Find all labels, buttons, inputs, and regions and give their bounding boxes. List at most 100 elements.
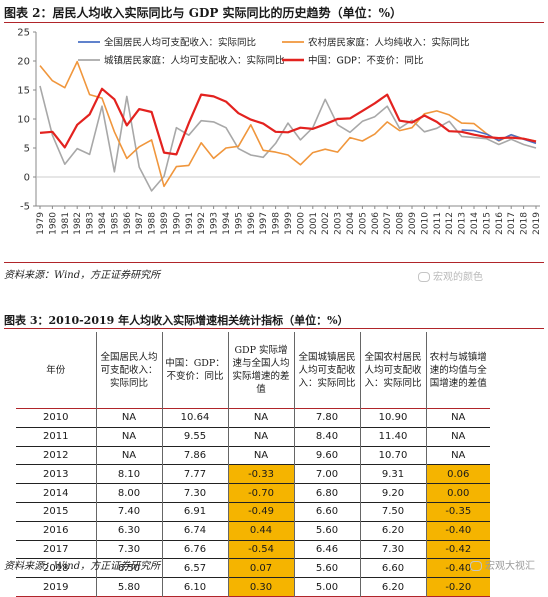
x-tick-label: 1993 [210,212,220,235]
x-tick-label: 1992 [197,212,207,235]
legend-box [72,34,472,74]
cell-gdp: 6.10 [162,577,229,597]
x-tick-label: 2008 [396,212,406,235]
cell-national: NA [96,408,163,428]
cell-urban: 9.60 [294,446,361,465]
x-tick-label: 1987 [135,212,145,235]
cell-national: 8.10 [96,464,163,484]
chart-series [39,60,537,192]
cell-year: 2012 [16,446,97,465]
x-tick-label: 1991 [185,212,195,235]
cell-rural: 6.60 [360,558,427,578]
header-gdp-gap: GDP 实际增速与全国人均实际增速的差值 [228,332,295,409]
table-row: 2016 6.30 6.74 0.44 5.60 6.20 -0.40 [16,521,490,541]
wechat-icon [418,272,430,282]
cell-year: 2014 [16,483,97,503]
x-tick-label: 1982 [73,212,83,235]
x-tick-label: 2019 [532,212,542,235]
table-row: 2011 NA 9.55 NA 8.40 11.40 NA [16,427,490,447]
table-header-row: 年份 全国居民人均可支配收入：实际同比 中国：GDP：不变价：同比 GDP 实际… [16,332,490,409]
cell-urban: 7.00 [294,464,361,484]
table-row: 2014 8.00 7.30 -0.70 6.80 9.20 0.00 [16,483,490,503]
figure-3-title: 图表 3：2010-2019 年人均收入实际增速相关统计指标（单位：%） [4,314,349,327]
x-tick-label: 1994 [222,212,232,235]
x-tick-label: 2014 [470,212,480,235]
cell-national: NA [96,427,163,447]
x-tick-label: 1980 [48,212,58,235]
cell-gap: -0.54 [228,540,295,559]
y-tick-label: -5 [20,202,30,213]
figure-2-source: 资料来源：Wind，方正证券研究所 [4,270,161,281]
cell-ur_gap: NA [451,449,466,461]
y-tick-label: 5 [24,144,30,155]
x-tick-label: 2009 [408,212,418,235]
cell-urban: 6.80 [294,483,361,503]
cell-ur_gap: -0.42 [426,540,490,559]
cell-ur_gap: -0.35 [426,502,490,522]
cell-gap: NA [228,408,295,428]
cell-rural: 10.70 [360,446,427,465]
x-tick-label: 1995 [234,212,244,235]
cell-urban: 6.46 [294,540,361,559]
cell-gdp: 10.64 [162,408,229,428]
x-tick-label: 1999 [284,212,294,235]
x-tick-label: 1996 [247,212,257,235]
cell-rural: 7.50 [360,502,427,522]
cell-gdp: 6.91 [162,502,229,522]
table-row: 2010 NA 10.64 NA 7.80 10.90 NA [16,408,490,428]
wechat-icon [470,561,482,571]
cell-gap: 0.30 [228,577,295,597]
header-gdp: 中国：GDP：不变价：同比 [162,332,229,409]
cell-year: 2019 [16,577,97,597]
cell-rural: 11.40 [360,427,427,447]
series-line-2 [39,85,537,192]
x-tick-label: 1990 [172,212,182,235]
cell-gdp: 6.57 [162,558,229,578]
cell-rural: 7.30 [360,540,427,559]
cell-gdp: 6.76 [162,540,229,559]
cell-year: 2013 [16,464,97,484]
figure-2-title: 图表 2：居民人均收入实际同比与 GDP 实际同比的历史趋势（单位：%） [4,6,402,20]
y-tick-label: 15 [17,86,30,97]
cell-ur_gap: -0.20 [426,577,490,597]
x-tick-label: 1985 [110,212,120,235]
x-tick-label: 2010 [420,212,430,235]
cell-rural: 9.31 [360,464,427,484]
x-tick-label: 2001 [309,212,319,235]
legend-label: 全国居民人均可支配收入：实际同比 [104,37,256,49]
y-tick-label: 25 [17,28,30,39]
line-chart: 全国居民人均可支配收入：实际同比 农村居民家庭：人均纯收入：实际同比城镇居民家庭：… [17,28,542,235]
cell-ur_gap: 0.00 [426,483,490,503]
x-tick-label: 2011 [433,212,443,235]
table-row: 2015 7.40 6.91 -0.49 6.60 7.50 -0.35 [16,502,490,522]
cell-urban: 8.40 [294,427,361,447]
x-tick-label: 1989 [160,212,170,235]
cell-urban: 7.80 [294,408,361,428]
series-line-3 [39,87,537,156]
y-tick-label: 10 [17,115,30,126]
series-line-1 [39,60,537,188]
stats-table: 年份 全国居民人均可支配收入：实际同比 中国：GDP：不变价：同比 GDP 实际… [16,332,490,597]
x-tick-label: 1998 [272,212,282,235]
cell-year: 2015 [16,502,97,522]
cell-urban: 5.00 [294,577,361,597]
cell-national: 6.50 [96,558,163,578]
x-tick-label: 2016 [495,212,505,235]
x-tick-label: 2013 [458,212,468,235]
cell-year: 2018 [16,558,97,578]
x-tick-label: 1983 [86,212,96,235]
cell-rural: 9.20 [360,483,427,503]
cell-year: 2010 [16,408,97,428]
watermark-figure-3: 宏观大视汇 [470,557,535,572]
cell-gdp: 7.30 [162,483,229,503]
x-tick-label: 2004 [346,212,356,235]
cell-gdp: 9.55 [162,427,229,447]
table-row: 2013 8.10 7.77 -0.33 7.00 9.31 0.06 [16,464,490,484]
cell-national: 8.00 [96,483,163,503]
table-row: 2018 6.50 6.57 0.07 5.60 6.60 -0.40 [16,558,490,578]
chart-legend: 全国居民人均可支配收入：实际同比 农村居民家庭：人均纯收入：实际同比城镇居民家庭：… [72,34,472,74]
cell-gap: 0.44 [228,521,295,541]
cell-urban: 5.60 [294,521,361,541]
x-tick-label: 2018 [520,212,530,235]
title-rule [4,22,544,23]
